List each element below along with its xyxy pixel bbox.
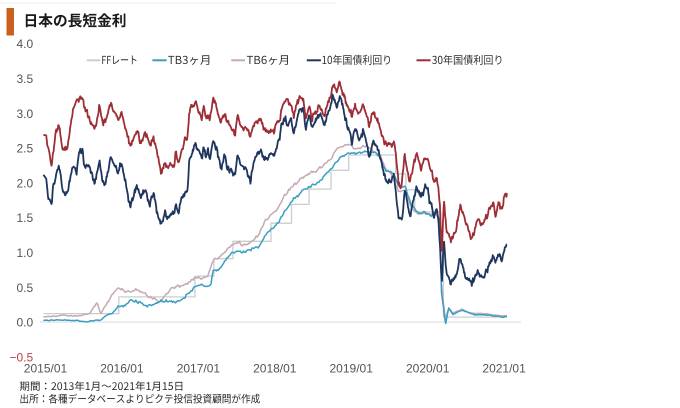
svg-text:2017/01: 2017/01 — [177, 362, 221, 376]
svg-text:3.5: 3.5 — [17, 72, 34, 86]
svg-text:2015/01: 2015/01 — [24, 362, 68, 376]
svg-text:1.5: 1.5 — [17, 211, 34, 225]
svg-text:2019/01: 2019/01 — [330, 362, 374, 376]
svg-text:2021/01: 2021/01 — [482, 362, 526, 376]
svg-text:2.0: 2.0 — [17, 176, 34, 190]
svg-text:1.0: 1.0 — [17, 246, 34, 260]
svg-text:2.5: 2.5 — [17, 142, 34, 156]
svg-text:0.5: 0.5 — [17, 281, 34, 295]
svg-text:2020/01: 2020/01 — [406, 362, 450, 376]
svg-text:−0.5: −0.5 — [9, 350, 33, 364]
svg-text:0.0: 0.0 — [17, 316, 34, 330]
svg-text:3.0: 3.0 — [17, 107, 34, 121]
svg-text:2016/01: 2016/01 — [100, 362, 144, 376]
svg-text:2018/01: 2018/01 — [253, 362, 297, 376]
svg-text:4.0: 4.0 — [17, 37, 34, 51]
